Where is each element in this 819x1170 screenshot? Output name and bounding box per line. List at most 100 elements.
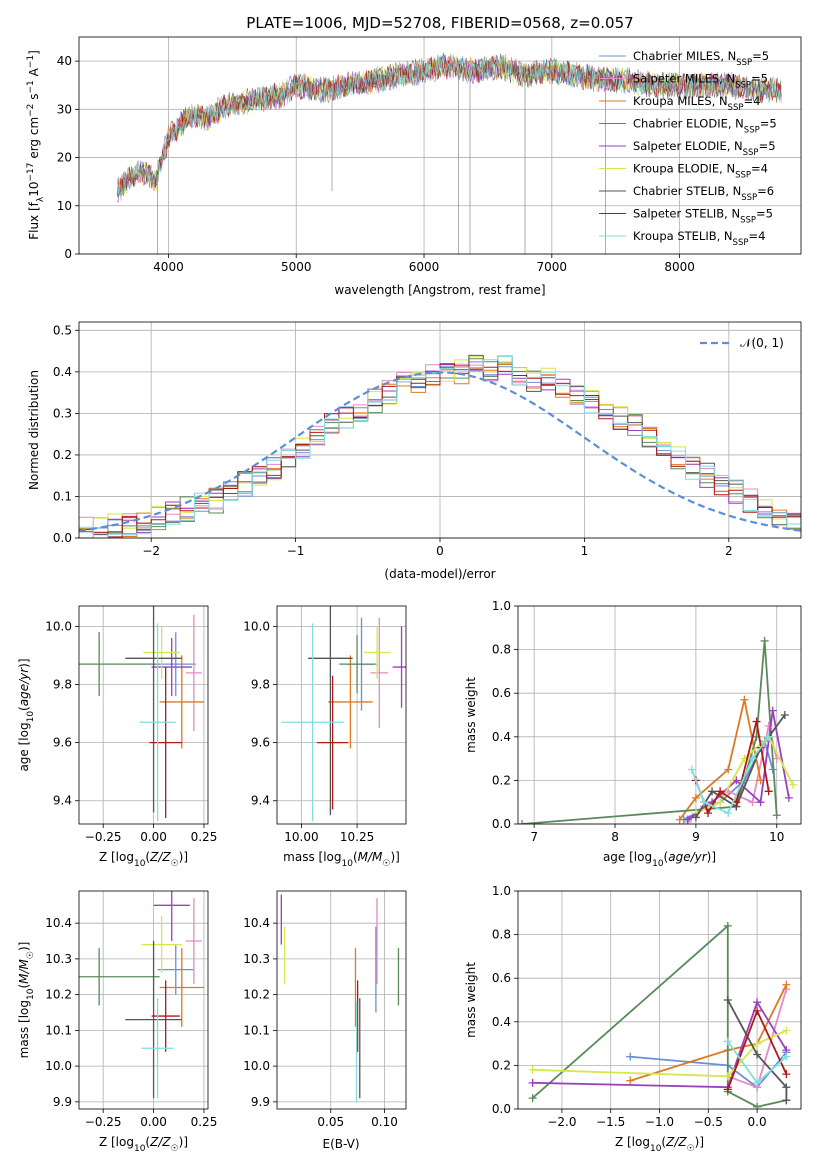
y-tick-label: 40 bbox=[57, 54, 72, 68]
x-tick-label: 0.00 bbox=[140, 1115, 167, 1129]
plot-area bbox=[79, 354, 801, 538]
label-part: M/M bbox=[358, 850, 383, 864]
y-tick-label: 0.1 bbox=[53, 489, 72, 503]
weight-marker bbox=[699, 798, 708, 807]
x-tick-label: 0.10 bbox=[371, 1115, 398, 1129]
y-axis-label: mass weight bbox=[464, 962, 478, 1038]
y-tick-label: 10.4 bbox=[243, 916, 270, 930]
x-tick-label: 1 bbox=[581, 544, 589, 558]
legend-name: Salpeter STELIB, N bbox=[633, 207, 740, 221]
label-part: 10 bbox=[27, 182, 41, 197]
weight-marker bbox=[748, 754, 757, 763]
legend-name: Chabrier STELIB, N bbox=[633, 184, 741, 198]
weight-marker bbox=[723, 921, 732, 930]
label-part: age [log bbox=[603, 850, 652, 864]
x-tick-label: −1 bbox=[287, 544, 305, 558]
y-tick-label: 0.4 bbox=[492, 1015, 511, 1029]
x-tick-label: 0.0 bbox=[748, 1115, 767, 1129]
x-tick-label: 2 bbox=[725, 544, 733, 558]
y-tick-label: 10.0 bbox=[243, 619, 270, 633]
axes-frame bbox=[276, 890, 407, 1110]
x-tick-label: −0.25 bbox=[85, 830, 122, 844]
y-axis-label: age [log10(age/yr)] bbox=[17, 658, 36, 771]
weight-line bbox=[687, 710, 790, 821]
label-part: 10 bbox=[134, 1144, 146, 1154]
legend-entry: Chabrier MILES, NSSP=5 bbox=[633, 49, 769, 68]
weight-marker bbox=[691, 813, 700, 822]
label-part: age [log bbox=[17, 722, 31, 771]
panel-residuals: −2 −1 0 1 2 0.0 0.1 0.2 0.3 0.4 0.5 (data-model)/er… bbox=[27, 321, 802, 581]
label-part: ] bbox=[27, 50, 41, 55]
weight-marker bbox=[784, 793, 793, 802]
label-part: mass [log bbox=[283, 850, 341, 864]
y-tick-label: 10.3 bbox=[45, 952, 72, 966]
y-tick-label: 0.4 bbox=[492, 730, 511, 744]
y-tick-label: 9.6 bbox=[251, 736, 270, 750]
label-part: s bbox=[27, 94, 41, 104]
weight-marker bbox=[764, 787, 773, 796]
x-axis-label: Z [log10(Z/Z☉)] bbox=[99, 1135, 188, 1154]
y-tick-label: 9.9 bbox=[251, 1095, 270, 1109]
label-part: ( bbox=[17, 706, 31, 711]
legend-name: Kroupa MILES, N bbox=[633, 94, 728, 108]
label-part: )] bbox=[707, 850, 716, 864]
legend-entry: Chabrier ELODIE, NSSP=5 bbox=[633, 117, 777, 136]
weight-marker bbox=[753, 1078, 762, 1087]
x-tick-label: 0 bbox=[436, 544, 444, 558]
x-tick-label: 8000 bbox=[664, 260, 695, 274]
legend-sub: SSP bbox=[735, 171, 751, 181]
weight-marker bbox=[768, 706, 777, 715]
plot-area bbox=[280, 894, 400, 1102]
weight-marker bbox=[518, 820, 527, 824]
weight-marker bbox=[687, 765, 696, 774]
label-part: Z/Z bbox=[149, 1135, 171, 1149]
plot-area bbox=[117, 52, 782, 254]
weight-marker bbox=[753, 1050, 762, 1059]
legend-value: =4 bbox=[751, 162, 768, 176]
legend-sub: SSP bbox=[736, 58, 752, 68]
weight-line bbox=[532, 1029, 787, 1078]
label-part: age/yr bbox=[17, 667, 31, 706]
label-part: erg cm bbox=[27, 117, 41, 163]
x-tick-label: 0.05 bbox=[317, 1115, 344, 1129]
y-tick-label: 0.0 bbox=[492, 817, 511, 831]
legend-value: =4 bbox=[743, 94, 760, 108]
label-part: ☉ bbox=[26, 951, 36, 959]
y-tick-label: 0.2 bbox=[492, 1058, 511, 1072]
weight-marker bbox=[723, 1072, 732, 1081]
weight-marker bbox=[752, 717, 761, 726]
legend-value: =4 bbox=[748, 229, 765, 243]
legend-value: =5 bbox=[752, 49, 769, 63]
weight-marker bbox=[764, 732, 773, 741]
y-tick-label: 0.2 bbox=[53, 448, 72, 462]
label-part: −1 bbox=[26, 80, 36, 93]
legend-sub: SSP bbox=[735, 81, 751, 91]
weight-marker bbox=[782, 980, 791, 989]
x-tick-label: 0.00 bbox=[140, 830, 167, 844]
x-axis-label: (data-model)/error bbox=[384, 567, 495, 581]
x-tick-label: −2.0 bbox=[547, 1115, 576, 1129]
weight-marker bbox=[740, 695, 749, 704]
y-tick-label: 20 bbox=[57, 151, 72, 165]
histogram-series bbox=[79, 355, 801, 538]
x-tick-label: 6000 bbox=[409, 260, 440, 274]
axes-frame bbox=[78, 321, 802, 539]
y-tick-label: 10.0 bbox=[45, 619, 72, 633]
weight-marker bbox=[528, 1065, 537, 1074]
legend-entry: Salpeter MILES, NSSP=5 bbox=[633, 72, 768, 91]
weight-marker bbox=[780, 711, 789, 719]
x-axis-label: E(B-V) bbox=[322, 1137, 359, 1151]
weight-marker bbox=[691, 793, 700, 802]
y-tick-label: 0.5 bbox=[53, 323, 72, 337]
label-part: −2 bbox=[26, 104, 36, 117]
weight-marker bbox=[723, 996, 732, 1004]
weight-marker bbox=[756, 798, 765, 807]
label-part: A bbox=[27, 67, 41, 80]
y-tick-label: 10.0 bbox=[45, 1059, 72, 1073]
x-tick-label: 10 bbox=[769, 830, 784, 844]
x-tick-label: 0.25 bbox=[191, 1115, 218, 1129]
legend-name: Chabrier MILES, N bbox=[633, 49, 736, 63]
weight-marker bbox=[782, 1052, 791, 1061]
x-tick-label: 9 bbox=[692, 830, 700, 844]
legend-entry: Salpeter ELODIE, NSSP=5 bbox=[633, 139, 776, 158]
